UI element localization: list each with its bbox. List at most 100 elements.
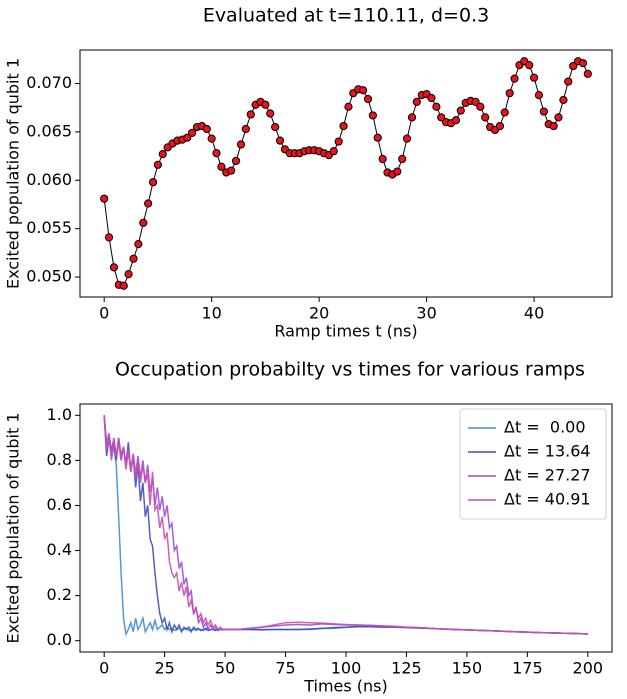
- x-tick-label: 25: [154, 659, 174, 678]
- marker: [529, 73, 539, 82]
- marker: [271, 122, 280, 132]
- chart-title: Occupation probabilty vs times for vario…: [115, 359, 585, 381]
- marker: [510, 74, 519, 83]
- marker: [481, 113, 490, 122]
- marker: [104, 233, 114, 242]
- marker: [368, 111, 377, 120]
- marker: [231, 156, 241, 166]
- x-tick-label: 125: [391, 659, 422, 678]
- marker: [505, 89, 514, 98]
- marker: [534, 91, 544, 100]
- y-tick-label: 0.060: [26, 170, 72, 189]
- legend-label: Δt = 0.00: [504, 418, 586, 437]
- marker: [134, 240, 143, 249]
- x-tick-label: 40: [524, 304, 544, 323]
- x-tick-label: 175: [512, 659, 543, 678]
- marker: [407, 113, 417, 122]
- marker: [339, 121, 348, 131]
- marker: [119, 281, 128, 290]
- y-tick-label: 0.4: [47, 540, 72, 559]
- y-tick-label: 0.050: [26, 267, 72, 286]
- x-tick-label: 150: [452, 659, 483, 678]
- marker: [261, 100, 270, 109]
- line: [103, 415, 588, 635]
- marker: [109, 263, 119, 272]
- marker: [329, 147, 338, 156]
- marker: [129, 254, 138, 263]
- marker: [451, 116, 461, 125]
- x-tick-label: 75: [275, 659, 295, 678]
- marker: [583, 69, 592, 78]
- marker: [158, 150, 167, 159]
- marker: [495, 121, 505, 131]
- marker: [412, 97, 421, 106]
- marker: [153, 160, 163, 169]
- legend-label: Δt = 27.27: [504, 466, 591, 485]
- marker: [525, 60, 534, 70]
- x-tick-label: 20: [309, 304, 329, 323]
- marker: [559, 95, 568, 105]
- x-tick-label: 100: [331, 659, 362, 678]
- marker: [564, 77, 573, 86]
- y-tick-label: 0.6: [47, 495, 72, 514]
- y-tick-label: 0.8: [47, 450, 72, 469]
- marker: [437, 113, 446, 122]
- y-tick-label: 0.065: [26, 121, 72, 140]
- marker: [378, 154, 387, 164]
- marker: [373, 133, 382, 142]
- y-axis-label: Excited population of qubit 1: [4, 412, 23, 643]
- marker: [554, 113, 563, 122]
- marker: [124, 270, 133, 279]
- x-tick-label: 200: [573, 659, 604, 678]
- marker: [344, 102, 353, 111]
- x-axis-label: Ramp times t (ns): [274, 322, 417, 341]
- x-tick-label: 10: [201, 304, 221, 323]
- marker: [212, 149, 221, 158]
- x-tick-label: 0: [99, 659, 109, 678]
- line: [103, 60, 589, 287]
- marker: [246, 110, 255, 119]
- marker: [100, 194, 109, 203]
- legend-label: Δt = 40.91: [504, 490, 591, 509]
- chart-title: Evaluated at t=110.11, d=0.3: [203, 5, 489, 27]
- y-axis-label: Excited population of qubit 1: [4, 58, 23, 289]
- marker: [148, 178, 158, 187]
- marker: [202, 124, 211, 134]
- marker: [471, 97, 480, 106]
- marker: [500, 108, 509, 117]
- marker: [207, 134, 216, 143]
- marker: [476, 102, 485, 111]
- marker: [275, 136, 285, 145]
- marker: [402, 134, 412, 143]
- marker: [549, 121, 558, 131]
- marker: [187, 128, 197, 137]
- marker: [266, 109, 275, 118]
- y-tick-label: 0.055: [26, 218, 72, 237]
- marker: [144, 199, 153, 208]
- marker: [456, 106, 465, 115]
- y-tick-label: 0.070: [26, 73, 72, 92]
- marker: [334, 137, 343, 146]
- marker: [236, 140, 246, 149]
- marker: [393, 167, 402, 176]
- marker: [427, 93, 436, 103]
- legend-box: [459, 408, 607, 520]
- x-tick-label: 50: [215, 659, 235, 678]
- marker: [363, 94, 373, 104]
- y-tick-label: 0.0: [47, 630, 72, 649]
- marker: [398, 154, 407, 164]
- plot-frame: [79, 49, 613, 298]
- marker: [358, 86, 368, 95]
- marker: [578, 59, 588, 68]
- marker: [183, 133, 192, 142]
- x-tick-label: 30: [416, 304, 436, 323]
- y-tick-label: 1.0: [47, 405, 72, 424]
- marker: [569, 61, 578, 71]
- y-tick-label: 0.2: [47, 585, 72, 604]
- marker: [539, 107, 548, 116]
- plot-frame: [79, 403, 613, 653]
- marker: [217, 162, 226, 171]
- marker: [227, 166, 236, 175]
- marker: [241, 124, 250, 134]
